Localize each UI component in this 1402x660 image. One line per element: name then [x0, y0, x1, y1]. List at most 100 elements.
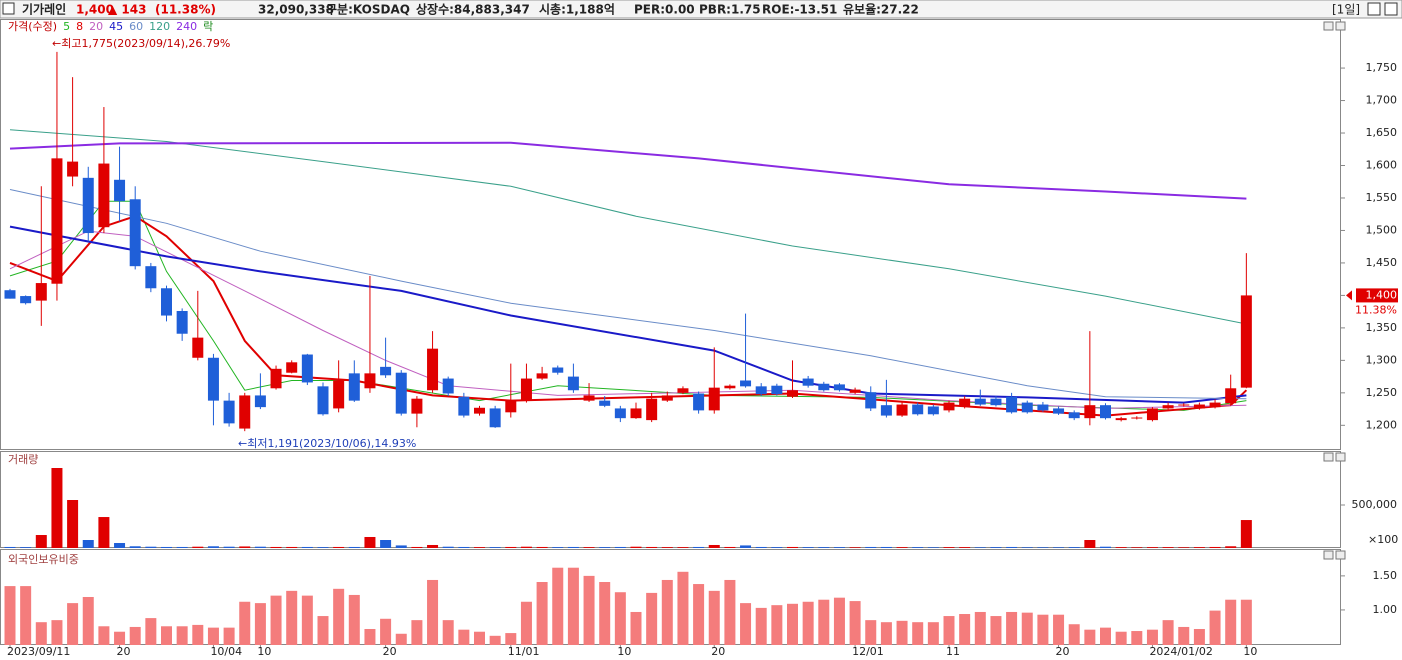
- y-tick-label: 1,550: [1366, 191, 1398, 204]
- candle-body: [787, 390, 798, 397]
- bar: [1193, 547, 1205, 548]
- candle-body: [474, 407, 485, 414]
- bar: [505, 633, 517, 645]
- candle-body: [520, 378, 532, 401]
- y-tick-label: 1,250: [1366, 386, 1398, 399]
- panel-buttons: [1323, 21, 1346, 560]
- panel-button[interactable]: [1323, 452, 1334, 462]
- candle-body: [677, 388, 689, 393]
- bar: [489, 635, 501, 645]
- bar: [677, 547, 689, 548]
- restore-button[interactable]: [1367, 2, 1381, 16]
- foreign-title: 외국인보유비중: [8, 553, 79, 566]
- candle-body: [51, 158, 63, 284]
- bar: [192, 546, 204, 548]
- candle-body: [411, 398, 423, 414]
- panel-button[interactable]: [1335, 452, 1346, 462]
- bar: [630, 546, 642, 548]
- candle-body: [896, 404, 908, 416]
- change-pct: (11.38%): [155, 3, 216, 17]
- candle-body: [82, 177, 94, 234]
- candle-body: [223, 400, 235, 424]
- candle-body: [740, 380, 752, 387]
- bar: [693, 584, 705, 645]
- x-tick-label: 20: [711, 645, 725, 658]
- last-price: 1,400: [1366, 288, 1398, 301]
- candle-body: [254, 395, 266, 408]
- candle-body: [661, 395, 673, 401]
- bar: [254, 603, 266, 645]
- bar: [693, 546, 705, 548]
- legend-item: 8: [76, 20, 83, 33]
- panel-button[interactable]: [1323, 550, 1334, 560]
- panel-button[interactable]: [1323, 21, 1334, 31]
- price-panel: [0, 19, 1341, 450]
- checkbox[interactable]: [2, 2, 15, 15]
- close-button[interactable]: [1384, 2, 1398, 16]
- bar: [98, 626, 110, 645]
- bar: [51, 620, 63, 645]
- legend-lock: 락: [203, 20, 213, 33]
- bar: [599, 582, 611, 645]
- candle-body: [1068, 412, 1080, 419]
- bar: [1021, 612, 1033, 645]
- bar: [474, 631, 485, 645]
- period[interactable]: [1일]: [1332, 3, 1360, 17]
- bar: [1084, 540, 1096, 548]
- bar: [677, 571, 689, 645]
- candle-body: [1100, 405, 1111, 419]
- bar: [207, 546, 219, 548]
- candle-body: [630, 408, 642, 419]
- bar: [740, 545, 752, 548]
- panel-button[interactable]: [1335, 21, 1346, 31]
- bar: [802, 601, 814, 645]
- bar: [380, 618, 392, 645]
- candle-body: [646, 398, 658, 421]
- bar: [505, 546, 517, 548]
- bar: [411, 620, 423, 645]
- candle-body: [1037, 404, 1049, 411]
- candle-body: [505, 400, 517, 413]
- bar: [599, 547, 611, 548]
- x-tick-label: 10: [617, 645, 631, 658]
- candle-body: [833, 384, 845, 391]
- bar: [1053, 614, 1065, 645]
- bar: [990, 547, 1002, 548]
- change: ▲ 143: [108, 3, 146, 17]
- candle-body: [1146, 408, 1158, 421]
- panel-button[interactable]: [1335, 550, 1346, 560]
- bar: [176, 626, 188, 645]
- x-tick-label: 2024/01/02: [1149, 645, 1212, 658]
- bar: [661, 547, 673, 548]
- candle-body: [614, 408, 626, 419]
- candle-body: [724, 385, 736, 389]
- low-annotation: ←최저1,191(2023/10/06),14.93%: [238, 437, 416, 450]
- bar: [974, 547, 986, 548]
- bar: [1068, 624, 1080, 645]
- bar: [708, 544, 720, 548]
- candle-body: [583, 395, 595, 401]
- candle-body: [567, 376, 579, 391]
- candle-body: [818, 383, 830, 391]
- bar: [286, 590, 298, 645]
- bar: [927, 622, 939, 645]
- bar: [896, 620, 908, 645]
- legend-item: 60: [129, 20, 143, 33]
- bar: [1053, 547, 1065, 548]
- bar: [959, 614, 971, 645]
- bar: [755, 546, 767, 548]
- candle-body: [693, 393, 705, 411]
- bar: [740, 603, 752, 645]
- bar: [333, 546, 345, 548]
- bar: [427, 544, 439, 548]
- top-bar: 기가레인 1,400 ▲ 143 (11.38%) 32,090,338 구분:…: [0, 0, 1402, 19]
- bar: [333, 588, 345, 645]
- bar: [223, 546, 235, 548]
- bar: [1037, 547, 1049, 548]
- candle-body: [317, 386, 329, 415]
- y-tick-label: 500,000: [1352, 498, 1398, 511]
- candle-body: [145, 266, 157, 289]
- y-tick-label: 1,500: [1366, 223, 1398, 236]
- bar: [552, 547, 564, 548]
